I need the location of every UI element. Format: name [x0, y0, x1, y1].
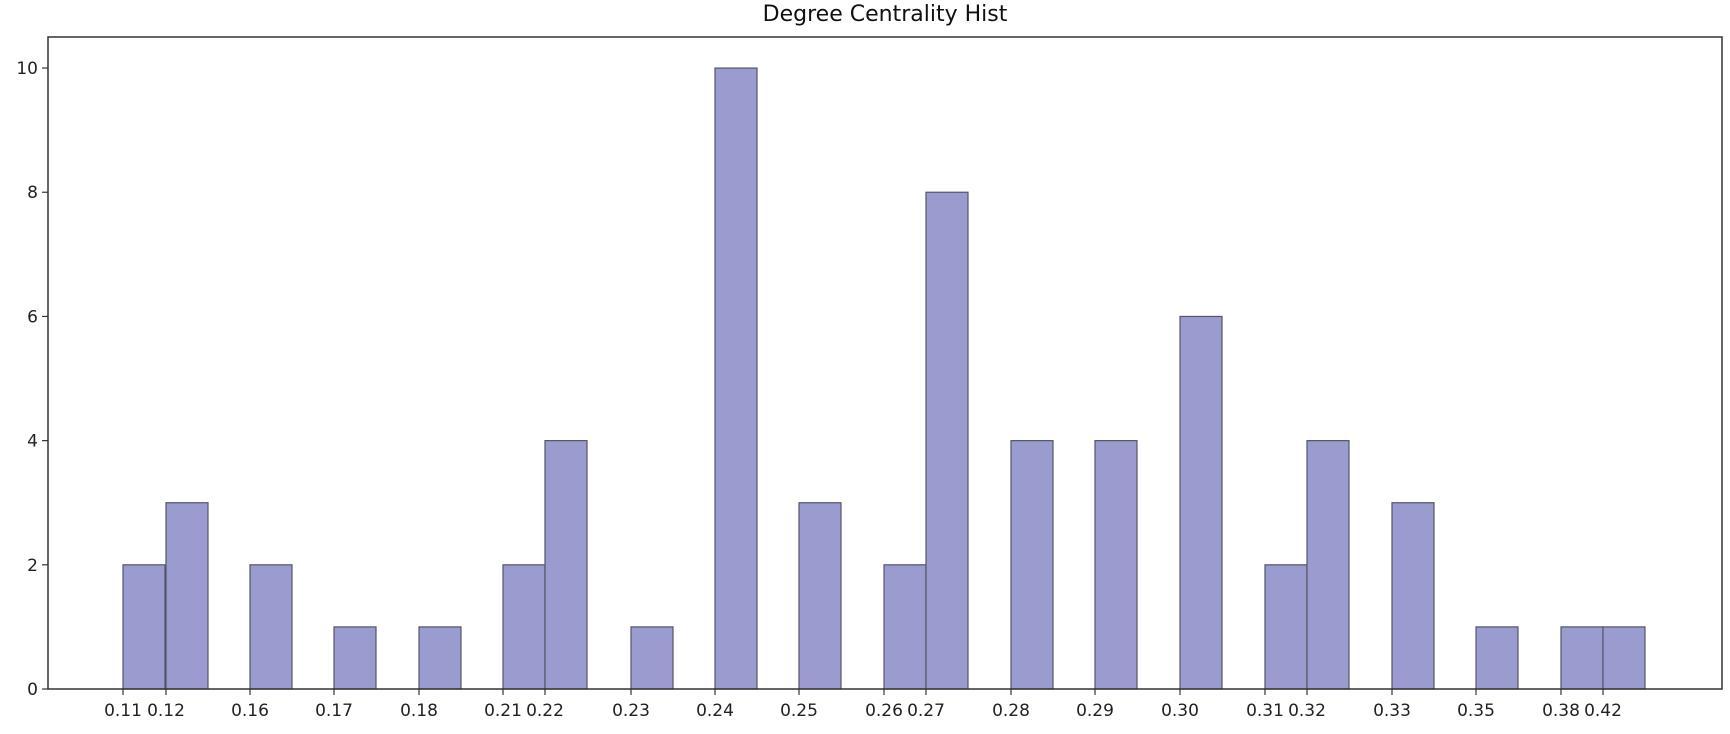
x-tick-label: 0.12 [147, 701, 185, 721]
x-tick-label: 0.33 [1373, 701, 1411, 721]
plot-frame [47, 36, 1723, 690]
bar-0.26 [883, 564, 927, 690]
bar-0.42 [1602, 626, 1646, 690]
bar-0.30 [1179, 315, 1223, 690]
y-tick-label: 8 [27, 183, 38, 203]
bar-0.23 [630, 626, 674, 690]
y-tick-label: 0 [27, 680, 38, 700]
bar-0.12 [165, 502, 209, 690]
bar-0.28 [1010, 440, 1054, 690]
x-tick-label: 0.42 [1584, 701, 1622, 721]
x-tick-label: 0.35 [1457, 701, 1495, 721]
bar-0.31 [1264, 564, 1308, 690]
x-tick-label: 0.24 [696, 701, 734, 721]
x-tick-label: 0.38 [1542, 701, 1580, 721]
x-axis: 0.11 0.12 0.16 0.17 0.18 0.21 0.22 0.23 0.24 0.25… [104, 689, 1622, 721]
bars-layer [122, 67, 1646, 690]
x-tick-label: 0.30 [1161, 701, 1199, 721]
x-tick-label: 0.11 [104, 701, 142, 721]
bar-0.11 [122, 564, 166, 690]
x-tick-label: 0.21 [484, 701, 522, 721]
bar-0.17 [333, 626, 377, 690]
bar-0.27 [925, 191, 969, 690]
x-tick-label: 0.28 [992, 701, 1030, 721]
x-tick-label: 0.23 [612, 701, 650, 721]
bar-0.25 [798, 502, 842, 690]
bar-0.29 [1094, 440, 1138, 690]
bar-0.24 [714, 67, 758, 690]
chart-title: Degree Centrality Hist [762, 2, 1008, 27]
bar-0.21 [502, 564, 546, 690]
bar-0.33 [1391, 502, 1435, 690]
y-tick-label: 4 [27, 432, 38, 452]
y-tick-label: 2 [27, 556, 38, 576]
x-tick-label: 0.17 [315, 701, 353, 721]
x-tick-label: 0.18 [400, 701, 438, 721]
x-tick-label: 0.27 [907, 701, 945, 721]
bar-0.38 [1560, 626, 1604, 690]
bar-0.16 [249, 564, 293, 690]
y-axis: 0 2 4 6 8 10 [16, 59, 48, 700]
x-tick-label: 0.16 [231, 701, 269, 721]
bar-0.35 [1475, 626, 1519, 690]
x-tick-label: 0.22 [526, 701, 564, 721]
bar-0.18 [418, 626, 462, 690]
y-tick-label: 10 [16, 59, 38, 79]
bar-0.32 [1306, 440, 1350, 690]
x-tick-label: 0.25 [780, 701, 818, 721]
x-tick-label: 0.29 [1076, 701, 1114, 721]
y-tick-label: 6 [27, 307, 38, 327]
x-tick-label: 0.32 [1288, 701, 1326, 721]
x-tick-label: 0.31 [1246, 701, 1284, 721]
bar-0.22 [544, 440, 588, 690]
x-tick-label: 0.26 [865, 701, 903, 721]
